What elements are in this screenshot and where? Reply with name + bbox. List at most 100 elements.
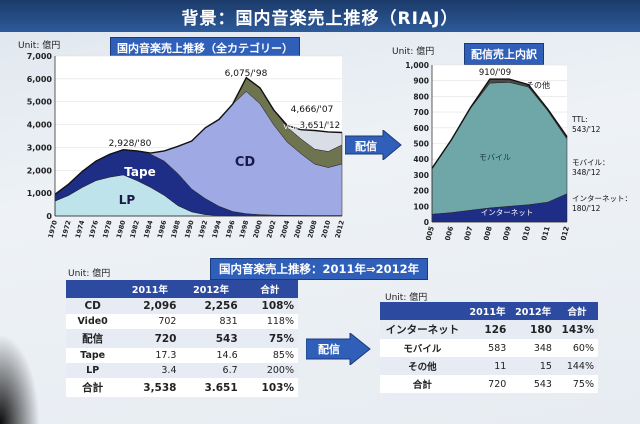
y-tick-label: 200 [413, 187, 429, 196]
annotation-2007: 4,666/'07 [291, 105, 334, 115]
table-cell: 60% [555, 339, 598, 357]
y-tick-label: 100 [413, 202, 429, 211]
x-tick-label: 2005 [423, 225, 436, 240]
row-label: 合計 [380, 375, 465, 393]
slide-title: 背景：国内音楽売上推移（RIAJ） [181, 9, 459, 29]
label-cd: CD [235, 155, 256, 170]
column-header: 2011年 [119, 280, 181, 298]
y-tick-label: 0 [424, 218, 429, 227]
y-tick-label: 6,000 [27, 75, 53, 84]
table-cell: 720 [119, 329, 181, 348]
row-label: CD [66, 298, 120, 314]
column-header: 2012年 [510, 302, 556, 320]
table-cell: 108% [241, 298, 298, 314]
row-label: Tape [66, 348, 120, 363]
x-tick-label: 1986 [156, 219, 169, 238]
table-row: 合計 3,538 3.651 103% [66, 378, 298, 397]
y-tick-label: 5,000 [27, 98, 53, 107]
table-cell: 75% [241, 329, 298, 348]
table-header-row: 2011年 2012年 合計 [66, 280, 298, 298]
y-tick-label: 400 [413, 155, 429, 164]
label-video: Video [283, 123, 303, 131]
row-label: LP [66, 363, 120, 378]
table-row: 配信 720 543 75% [66, 329, 298, 348]
table-row: CD 2,096 2,256 108% [66, 298, 298, 314]
annotation-peak-1980: 2,928/'80 [109, 139, 152, 149]
table-cell: 85% [241, 348, 298, 363]
table-cell: 6.7 [180, 363, 242, 378]
x-tick-label: 1994 [211, 219, 224, 238]
left-area-chart: 0 1,000 2,000 3,000 4,000 5,000 6,000 7,000 1970… [27, 52, 346, 238]
x-tick-label: 1976 [88, 219, 101, 238]
x-tick-label: 1980 [115, 219, 128, 238]
table-section-title: 国内音楽売上推移：2011年⇒2012年 [210, 258, 429, 280]
table-cell: 103% [241, 378, 298, 397]
column-header [66, 280, 120, 298]
y-tick-label: 7,000 [27, 52, 53, 61]
table-cell: 3.4 [119, 363, 181, 378]
x-tick-label: 2008 [481, 225, 494, 240]
table-cell: 831 [180, 314, 242, 329]
table-row: Vide0 702 831 118% [66, 314, 298, 329]
table-cell: 17.3 [119, 348, 181, 363]
label-ttl: TTL: [571, 115, 588, 124]
table-cell: 14.6 [180, 348, 242, 363]
label-mobile-area: モバイル [479, 153, 511, 162]
table-row: Tape 17.3 14.6 85% [66, 348, 298, 363]
table-cell: 3,538 [119, 378, 181, 397]
table-row: その他 11 15 144% [380, 357, 598, 375]
y-tick-label: 1,000 [405, 61, 429, 70]
y-tick-label: 4,000 [27, 121, 53, 130]
x-tick-label: 1996 [224, 219, 237, 238]
x-tick-label: 1982 [129, 219, 141, 238]
top-arrow-label: 配信 [355, 140, 377, 153]
x-tick-label: 2010 [520, 225, 533, 240]
row-label: インターネット [380, 320, 465, 339]
x-tick-label: 2000 [252, 219, 265, 238]
table-cell: 543 [510, 375, 556, 393]
x-tick-label: 1974 [74, 219, 87, 238]
label-haishin: 配信 [305, 114, 319, 123]
left-chart-unit: Unit: 億円 [18, 41, 61, 51]
right-chart-unit: Unit: 億円 [392, 47, 435, 57]
left-table-unit: Unit: 億円 [68, 269, 111, 279]
table-cell: 143% [555, 320, 598, 339]
table-cell: 702 [119, 314, 181, 329]
table-header-row: 2011年 2012年 合計 [380, 302, 598, 320]
x-tick-label: 2007 [462, 225, 475, 240]
x-tick-label: 2008 [306, 219, 319, 238]
table-cell: 543 [180, 329, 242, 348]
x-tick-label: 1984 [142, 219, 155, 238]
row-label: 合計 [66, 378, 120, 397]
column-header: 合計 [555, 302, 598, 320]
table-cell: 180 [510, 320, 556, 339]
right-chart-title: 配信売上内訳 [464, 43, 544, 65]
top-arrow [345, 130, 402, 160]
x-tick-label: 1992 [197, 219, 209, 238]
x-tick-label: 2009 [500, 225, 513, 240]
column-header: 2012年 [180, 280, 242, 298]
table-row: 合計 720 543 75% [380, 375, 598, 393]
table-cell: 348 [510, 339, 556, 357]
right-area-chart: 0 100 200 300 400 500 600 700 800 900 1,000 2005 200… [405, 61, 632, 240]
label-ttl-value: 543/'12 [572, 125, 601, 134]
column-header: 合計 [241, 280, 298, 298]
right-table-unit: Unit: 億円 [385, 293, 428, 303]
bottom-arrow [306, 333, 371, 365]
table-cell: 144% [555, 357, 598, 375]
total-line [54, 76, 343, 195]
table-cell: 126 [464, 320, 511, 339]
y-tick-label: 1,000 [27, 189, 53, 198]
right-sales-table: 2011年 2012年 合計 インターネット 126 180 143% モバイル 583 348 6… [380, 302, 598, 393]
table-cell: 15 [510, 357, 556, 375]
label-lp: LP [119, 193, 136, 207]
table-cell: 200% [241, 363, 298, 378]
y-tick-label: 900 [413, 77, 429, 86]
table-row: インターネット 126 180 143% [380, 320, 598, 339]
table-cell: 118% [241, 314, 298, 329]
table-row: LP 3.4 6.7 200% [66, 363, 298, 378]
label-mobile-value: 348/'12 [572, 168, 601, 177]
table-cell: 583 [464, 339, 511, 357]
foreground-shadow [0, 334, 40, 424]
x-tick-label: 2004 [279, 219, 292, 238]
